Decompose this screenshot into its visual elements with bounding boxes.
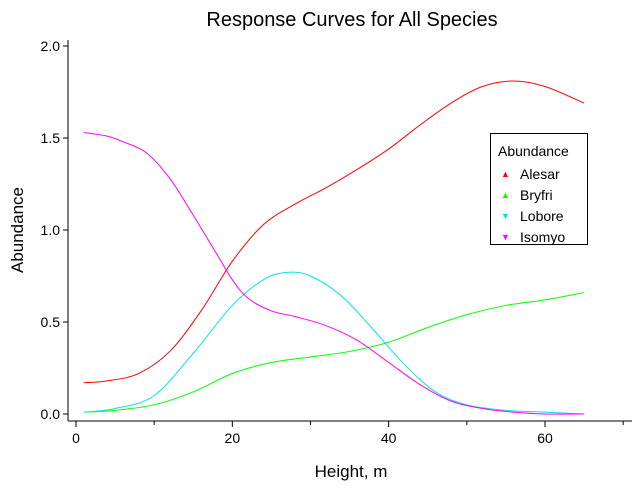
y-axis-label: Abundance	[8, 187, 27, 273]
y-tick-label: 0.5	[41, 314, 61, 330]
series-line-isomyo	[83, 131, 585, 415]
series-line-lobore	[83, 271, 585, 415]
legend-marker-icon: ▲	[501, 169, 510, 179]
x-axis-ticks: 0 20 40 60	[72, 421, 624, 446]
legend-label: Alesar	[520, 166, 560, 182]
legend-label: Bryfri	[520, 187, 553, 203]
y-tick-label: 2.0	[41, 38, 61, 54]
legend-marker-icon: ▼	[501, 232, 510, 242]
x-tick-label: 0	[72, 430, 80, 446]
legend-item-isomyo: ▼ Isomyo	[501, 229, 586, 249]
series-line-bryfri	[83, 292, 585, 413]
series-line-alesar	[83, 80, 585, 384]
y-axis-ticks: 0.0 0.5 1.0 1.5 2.0	[41, 38, 68, 422]
legend-marker-icon: ▲	[501, 190, 510, 200]
chart-title: Response Curves for All Species	[206, 9, 497, 31]
legend-title: Abundance	[498, 143, 569, 159]
x-tick-label: 60	[537, 430, 553, 446]
legend-item-alesar: ▲ Alesar	[501, 166, 586, 186]
y-tick-label: 1.5	[41, 130, 61, 146]
x-tick-label: 40	[381, 430, 397, 446]
legend-item-lobore: ▼ Lobore	[501, 208, 586, 228]
legend-marker-icon: ▼	[501, 211, 510, 221]
y-tick-label: 0.0	[41, 406, 61, 422]
legend-item-bryfri: ▲ Bryfri	[501, 187, 586, 207]
legend: Abundance ▲ Alesar ▲ Bryfri ▼ Lobore ▼ Isomyo	[490, 133, 588, 245]
legend-label: Isomyo	[520, 229, 566, 245]
y-tick-label: 1.0	[41, 222, 61, 238]
x-tick-label: 20	[225, 430, 241, 446]
series-lines	[83, 80, 585, 415]
x-axis-label: Height, m	[315, 462, 388, 481]
legend-label: Lobore	[520, 208, 564, 224]
